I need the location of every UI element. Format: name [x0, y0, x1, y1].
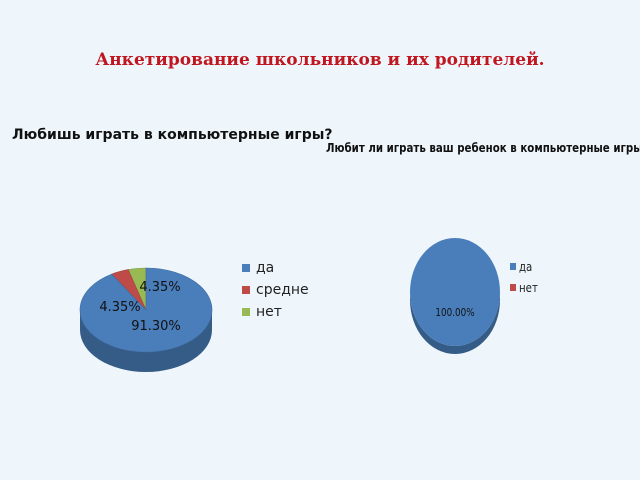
pie-2-slice-0	[410, 238, 500, 346]
pie-1-side	[80, 310, 212, 372]
legend-2-label-0: да	[519, 259, 533, 274]
chart-2-legend: да нет	[510, 256, 541, 298]
legend-2-item-1: нет	[510, 277, 541, 298]
chart-2-title: Любит ли играть ваш ребенок в компьютерн…	[326, 140, 640, 155]
legend-1-item-1: средне	[242, 279, 309, 301]
pie-1-data-label-2: 4.35%	[99, 300, 140, 315]
chart-1-title: Любишь играть в компьютерные игры?	[12, 127, 333, 143]
legend-2-swatch-1	[510, 284, 516, 291]
legend-2-label-1: нет	[519, 280, 538, 295]
legend-1-item-0: да	[242, 257, 309, 279]
slide-title: Анкетирование школьников и их родителей.	[95, 50, 545, 70]
pie-chart-1: 91.30% 4.35% 4.35%	[79, 267, 213, 372]
legend-2-item-0: да	[510, 256, 541, 277]
legend-1-label-2: нет	[256, 304, 282, 320]
legend-1-label-1: средне	[256, 282, 309, 298]
pie-1-data-label-1: 4.35%	[139, 280, 180, 295]
pie-1-slice-0	[79, 267, 213, 353]
pie-1-data-label-0: 91.30%	[131, 319, 181, 334]
legend-1-label-0: да	[256, 260, 275, 276]
legend-2-swatch-0	[510, 263, 516, 270]
pie-chart-2: 100.00%	[410, 238, 500, 354]
legend-1-swatch-1	[242, 286, 250, 294]
legend-1-swatch-2	[242, 308, 250, 316]
legend-1-item-2: нет	[242, 301, 309, 323]
pie-2-data-label-0: 100.00%	[435, 307, 474, 319]
chart-1-legend: да средне нет	[242, 257, 309, 323]
legend-1-swatch-0	[242, 264, 250, 272]
